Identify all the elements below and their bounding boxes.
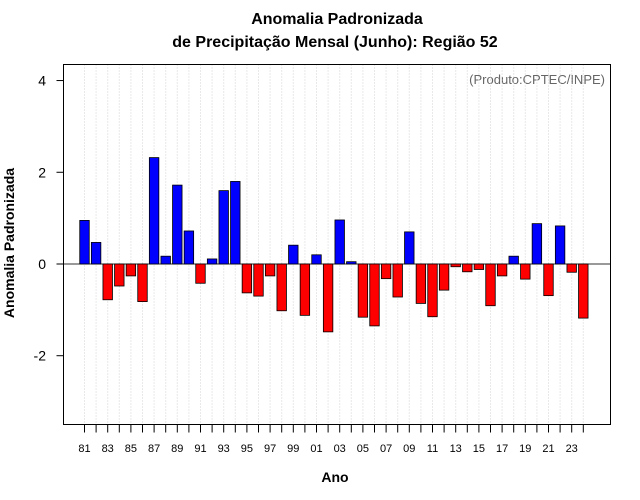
x-axis: 81 83 85 87 89 91 93 95 97 99 01 03 05 07 09 11 13 15 17 19… [78,424,584,455]
bar-90 [183,230,195,265]
bar-09 [404,231,415,265]
x-tick-label: 97 [264,443,276,455]
bar-05 [357,263,369,318]
x-tick-label: 91 [194,443,206,455]
bar-93 [218,190,229,265]
bar-00 [299,263,311,316]
x-tick-label: 15 [473,443,485,455]
bar-92 [206,258,218,265]
bar-23 [566,263,577,273]
x-tick-label: 21 [542,443,554,455]
x-tick-label: 89 [171,443,183,455]
x-tick-label: 07 [380,443,392,455]
x-tick-label: 17 [496,443,508,455]
bar-13 [450,263,461,268]
bar-85 [125,263,137,277]
bar-24 [578,263,589,319]
x-tick-label: 93 [218,443,230,455]
vertical-grid [84,64,584,425]
bar-96 [253,263,264,297]
bar-03 [334,219,345,265]
x-tick-label: 05 [357,443,369,455]
x-tick-label: 83 [102,443,114,455]
bar-84 [114,263,125,287]
bar-86 [137,263,148,302]
x-tick-label: 99 [287,443,299,455]
x-tick-label: 85 [125,443,137,455]
bar-15 [473,263,485,270]
bar-97 [264,263,276,277]
y-tick-label: -2 [34,348,47,364]
bar-11 [427,263,438,318]
bar-20 [531,223,543,265]
bar-04 [346,261,357,265]
bar-83 [102,263,113,301]
bar-14 [462,263,473,273]
bar-02 [322,263,334,333]
x-axis-label: Ano [321,469,348,485]
bar-82 [90,242,102,265]
y-axis-label: Anomalia Padronizada [1,168,17,318]
bar-01 [311,254,322,265]
bar-88 [160,255,171,265]
bar-12 [438,263,450,291]
bar-10 [415,263,427,304]
bar-94 [230,181,241,265]
bar-07 [380,263,392,280]
x-tick-label: 09 [403,443,415,455]
x-tick-label: 01 [310,443,322,455]
y-tick-label: 0 [38,256,46,272]
bar-19 [520,263,531,280]
y-tick-label: 2 [38,164,46,180]
bar-87 [148,157,160,265]
x-tick-label: 13 [450,443,462,455]
bar-95 [241,263,253,294]
chart-title: Anomalia Padronizada [251,11,423,28]
bar-18 [508,255,519,265]
bar-91 [195,263,206,284]
bar-89 [172,184,183,265]
y-axis: -2 0 2 4 [34,73,64,364]
bars [79,157,589,333]
bar-08 [392,263,403,298]
x-tick-label: 11 [427,443,438,455]
bar-99 [288,244,299,265]
bar-81 [79,220,90,265]
bar-22 [554,225,566,265]
y-tick-label: 4 [38,73,46,89]
bar-21 [543,263,554,297]
bar-17 [496,263,508,277]
x-tick-label: 03 [334,443,346,455]
bar-98 [276,263,287,312]
x-tick-label: 19 [519,443,531,455]
plot-frame [63,64,611,425]
x-tick-label: 95 [241,443,253,455]
bar-16 [485,263,496,307]
bar-06 [369,263,380,327]
chart-subtitle: de Precipitação Mensal (Junho): Região 5… [172,34,498,51]
x-tick-label: 23 [566,443,578,455]
x-tick-label: 81 [78,443,90,455]
x-tick-label: 87 [148,443,160,455]
